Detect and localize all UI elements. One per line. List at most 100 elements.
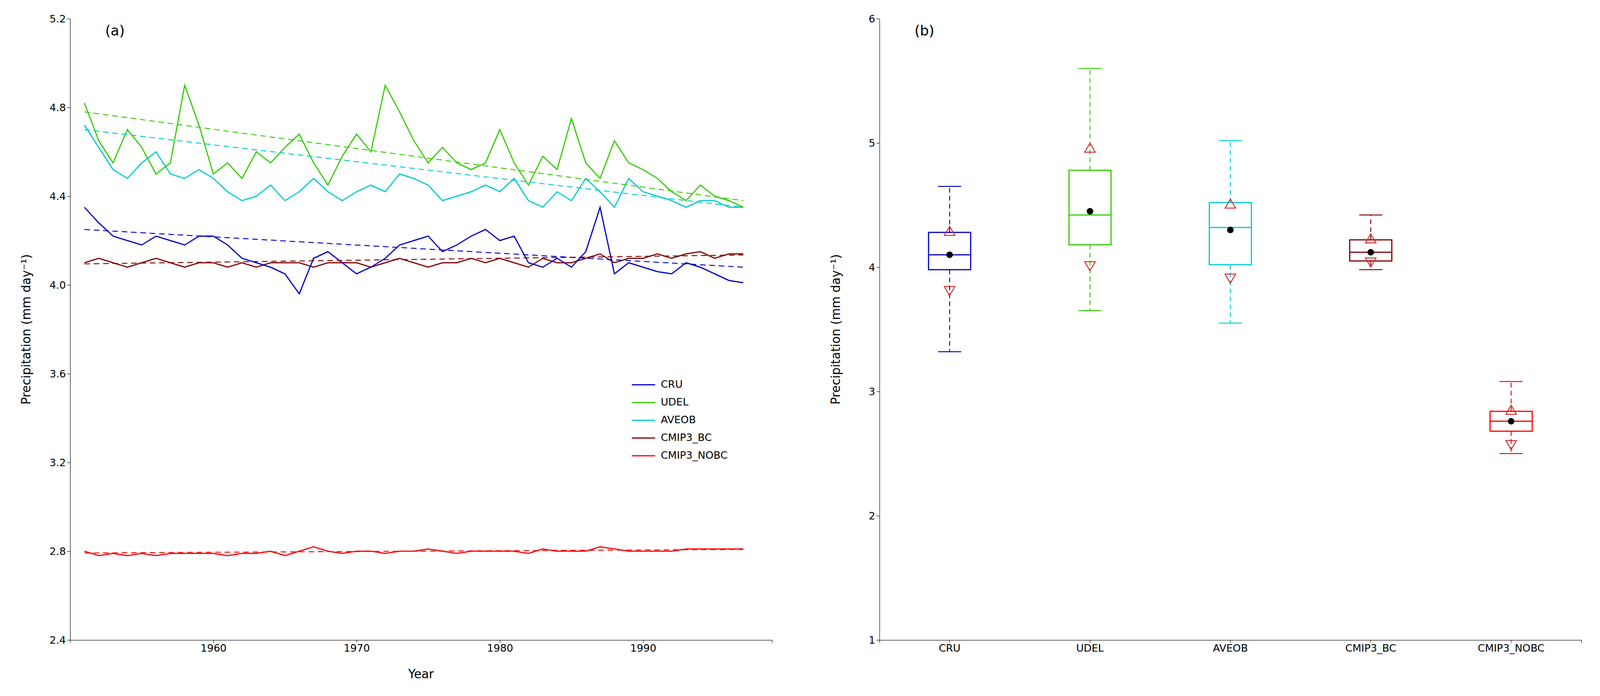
tick-label: AVEOB	[1212, 642, 1248, 655]
box	[1209, 202, 1252, 265]
whisker-cap	[1218, 140, 1243, 142]
data-line	[84, 207, 744, 294]
tick-mark	[67, 551, 71, 552]
mean-dot	[1227, 226, 1234, 234]
tick-label: 1980	[486, 642, 513, 655]
tick-mark	[876, 640, 880, 641]
y-axis: 123456	[868, 13, 881, 647]
tick-mark	[67, 18, 71, 20]
upper-marker	[944, 226, 955, 236]
tick: 1980	[486, 640, 513, 655]
legend-item: CMIP3_BC	[632, 431, 712, 444]
tick-label: UDEL	[1076, 642, 1105, 655]
tick-label: 5	[868, 137, 876, 150]
axis-line	[67, 19, 71, 641]
tick-label: 4.0	[49, 279, 66, 292]
upper-marker	[1365, 233, 1377, 243]
box-group	[1490, 381, 1533, 454]
plot-area	[84, 85, 744, 556]
x-axis: 1960 1970 1980 1990	[70, 640, 773, 655]
tick: 1	[868, 634, 880, 647]
whisker-cap	[1078, 310, 1102, 312]
trend-line	[84, 129, 744, 208]
tick: 3	[868, 385, 880, 398]
upper-marker	[1505, 405, 1517, 415]
box	[1068, 170, 1111, 246]
trend-line	[84, 549, 744, 554]
mean-dot	[1086, 207, 1094, 215]
data-line	[84, 85, 744, 208]
tick-label: 3.6	[49, 368, 66, 380]
upper-marker	[1224, 199, 1236, 209]
tick-mark	[67, 284, 71, 286]
tick: CMIP3_NOBC	[1477, 640, 1545, 655]
plot-area	[928, 68, 1533, 454]
legend-label: UDEL	[661, 396, 690, 408]
tick-mark	[67, 373, 71, 375]
tick-label: 4	[868, 261, 876, 274]
axis-line	[70, 640, 773, 644]
whisker	[1370, 261, 1372, 271]
tick-label: CRU	[938, 642, 961, 655]
tick: 4.4	[49, 190, 71, 203]
whisker	[1089, 244, 1091, 311]
box-group	[1068, 68, 1111, 311]
legend-swatch	[632, 384, 656, 386]
y-axis: 2.42.83.23.64.04.44.85.2	[49, 13, 71, 647]
tick-label: 4.8	[49, 101, 66, 114]
tick-mark	[876, 142, 880, 144]
tick-label: CMIP3_NOBC	[1477, 642, 1545, 655]
trend-line	[84, 112, 744, 201]
tick: CMIP3_BC	[1345, 640, 1397, 655]
legend-label: CMIP3_BC	[661, 431, 712, 444]
tick-mark	[876, 391, 880, 392]
data-line	[84, 547, 744, 556]
tick-label: CMIP3_BC	[1345, 642, 1397, 655]
tick: 5	[868, 137, 880, 150]
mean-dot	[1507, 418, 1515, 425]
data-line	[84, 125, 744, 208]
mean-dot	[1367, 248, 1374, 256]
legend-swatch	[632, 437, 656, 440]
tick-mark	[876, 18, 880, 20]
tick-label: 1990	[630, 642, 657, 655]
box-group	[1349, 214, 1392, 270]
tick-mark	[67, 640, 71, 641]
legend-label: CRU	[661, 378, 683, 391]
trend-line	[84, 229, 744, 268]
tick-label: 1970	[343, 642, 370, 655]
lower-marker	[1224, 274, 1236, 284]
legend-item: UDEL	[632, 396, 690, 408]
whisker-cap	[938, 185, 962, 187]
box-group	[1209, 140, 1252, 324]
data-line	[84, 251, 744, 268]
lower-marker	[1505, 440, 1517, 450]
panel-title: (b)	[914, 22, 935, 39]
tick: AVEOB	[1212, 640, 1248, 655]
tick: 1970	[343, 640, 370, 655]
tick: 1960	[200, 640, 227, 655]
tick-label: 2	[868, 510, 876, 522]
legend: CRUUDELAVEOBCMIP3_BCCMIP3_NOBC	[632, 378, 728, 462]
tick-label: 5.2	[49, 13, 66, 25]
whisker	[1230, 140, 1231, 203]
tick: 2.4	[49, 634, 71, 647]
tick: 2	[868, 510, 880, 522]
median-line	[1068, 214, 1111, 216]
tick: 4.8	[49, 101, 71, 114]
box-group	[928, 186, 971, 352]
tick-label: 2.4	[49, 634, 66, 647]
legend-label: CMIP3_NOBC	[661, 449, 728, 462]
tick-label: 3.2	[49, 456, 66, 469]
whisker	[1089, 68, 1091, 171]
legend-item: CRU	[632, 378, 683, 391]
upper-marker	[1084, 142, 1096, 153]
tick-mark	[67, 196, 71, 197]
tick-mark	[67, 107, 71, 108]
y-axis-title: Precipitation (mm day⁻¹)	[19, 254, 34, 405]
tick: 3.6	[49, 368, 71, 380]
whisker-cap	[1358, 214, 1383, 216]
tick: 5.2	[49, 13, 71, 25]
legend-item: CMIP3_NOBC	[632, 449, 728, 462]
mean-dot	[946, 251, 953, 258]
